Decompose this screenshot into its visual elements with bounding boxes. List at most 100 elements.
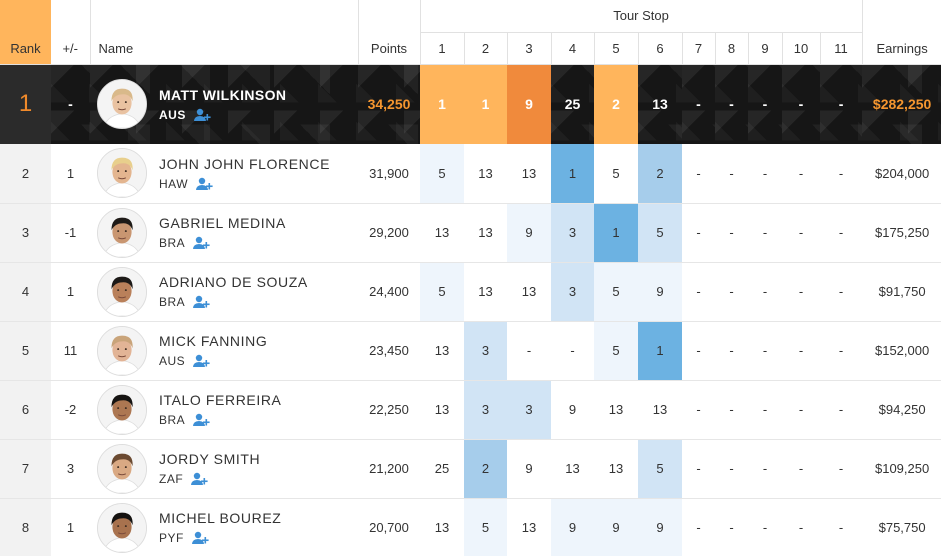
table-row[interactable]: 3 -1 GABRIEL MEDINA BRA 29,200 13 13 9 3 1 5- - - - - $…: [0, 203, 941, 263]
follow-surfer-icon[interactable]: [193, 413, 211, 427]
stop-result-3: 13: [507, 262, 551, 322]
rank-header[interactable]: Rank: [0, 0, 51, 65]
table-row[interactable]: 8 1 MICHEL BOUREZ PYF 20,700 13 5 13 9 9 9- - - - - $75…: [0, 498, 941, 556]
surfer-avatar[interactable]: [97, 502, 147, 553]
stop-result-5: 13: [594, 439, 638, 499]
stop-result-6: 5: [638, 439, 682, 499]
follow-surfer-icon[interactable]: [191, 472, 209, 486]
surfer-name-block: ADRIANO DE SOUZA BRA: [159, 274, 308, 309]
surfer-name-link[interactable]: MATT WILKINSON: [159, 86, 287, 103]
country-line: HAW: [159, 177, 330, 191]
surfer-name-block: ITALO FERREIRA BRA: [159, 392, 282, 427]
points-cell: 34,250: [358, 64, 420, 144]
surfer-name-link[interactable]: JOHN JOHN FLORENCE: [159, 155, 331, 172]
table-row[interactable]: 6 -2 ITALO FERREIRA BRA 22,250 13 3 3 9 13 13- - - - -…: [0, 380, 941, 440]
stop-result-8: -: [715, 64, 748, 144]
surfer-cell: ADRIANO DE SOUZA BRA: [90, 262, 358, 322]
surfer-name-link[interactable]: ADRIANO DE SOUZA: [159, 274, 308, 290]
rank-cell: 2: [0, 144, 51, 204]
stop-header-10[interactable]: 10: [782, 32, 821, 65]
stop-result-5: 1: [594, 203, 638, 263]
stop-header-5[interactable]: 5: [594, 32, 639, 65]
surfer-avatar[interactable]: [97, 384, 147, 435]
stop-header-4[interactable]: 4: [551, 32, 595, 65]
stop-result-11: -: [820, 262, 863, 322]
plus-minus-header[interactable]: +/-: [51, 0, 91, 65]
table-row[interactable]: 7 3 JORDY SMITH ZAF 21,200 25 2 9 13 13 5- - - - - $109…: [0, 439, 941, 499]
earnings-cell: $282,250: [862, 64, 941, 144]
stop-result-3: 9: [507, 64, 551, 144]
stop-header-2[interactable]: 2: [464, 32, 508, 65]
points-header[interactable]: Points: [358, 0, 421, 65]
surfer-name-link[interactable]: ITALO FERREIRA: [159, 392, 282, 408]
earnings-cell: $75,750: [862, 498, 941, 556]
stop-result-2: 3: [464, 380, 507, 440]
surfer-avatar[interactable]: [97, 148, 147, 199]
follow-surfer-icon[interactable]: [196, 177, 214, 191]
stop-result-6: 13: [638, 64, 682, 144]
table-row[interactable]: 4 1 ADRIANO DE SOUZA BRA 24,400 5 13 13 3 5 9- - - - -…: [0, 262, 941, 322]
stop-result-3: 3: [507, 380, 551, 440]
leader-row[interactable]: 1- MATT WILKINSON AUS 34,250 1 1 9 25 2 13- - - - - $2…: [0, 64, 941, 144]
name-header[interactable]: Name: [90, 0, 359, 65]
stop-result-10: -: [782, 64, 820, 144]
stop-result-7: -: [682, 144, 715, 204]
surfer-name-link[interactable]: MICK FANNING: [159, 333, 268, 349]
surfer-avatar[interactable]: [97, 325, 147, 376]
earnings-cell: $175,250: [862, 203, 941, 263]
surfer-name-link[interactable]: JORDY SMITH: [159, 451, 261, 467]
stop-header-3[interactable]: 3: [507, 32, 552, 65]
stop-result-3: 9: [507, 203, 551, 263]
stop-result-11: -: [820, 439, 863, 499]
stop-result-7: -: [682, 262, 715, 322]
surfer-avatar[interactable]: [97, 79, 147, 130]
surfer-name-link[interactable]: GABRIEL MEDINA: [159, 215, 286, 231]
stop-result-5: 9: [594, 498, 638, 556]
stop-result-11: -: [820, 144, 863, 204]
rank-change-cell: 3: [51, 439, 90, 499]
stop-result-6: 2: [638, 144, 682, 204]
stop-result-10: -: [782, 321, 820, 381]
stop-result-1: 1: [420, 64, 464, 144]
follow-surfer-icon[interactable]: [193, 236, 211, 250]
surfer-avatar[interactable]: [97, 443, 147, 494]
table-row[interactable]: 2 1 JOHN JOHN FLORENCE HAW 31,900 5 13 13 1 5 2- - -…: [0, 144, 941, 204]
surfer-info: MATT WILKINSON AUS: [90, 79, 358, 130]
stop-result-1: 13: [420, 380, 464, 440]
surfer-cell: JORDY SMITH ZAF: [90, 439, 358, 499]
stop-result-3: -: [507, 321, 551, 381]
stop-header-8[interactable]: 8: [715, 32, 749, 65]
rank-change-cell: 11: [51, 321, 90, 381]
stop-result-4: 1: [551, 144, 594, 204]
stop-result-2: 1: [464, 64, 507, 144]
follow-surfer-icon[interactable]: [193, 295, 211, 309]
follow-surfer-icon[interactable]: [193, 354, 211, 368]
surfer-info: MICHEL BOUREZ PYF: [90, 502, 358, 553]
header-row-stops: 1 2 3 4 5 6 7 8 9 10 11: [0, 32, 941, 65]
earnings-header[interactable]: Earnings: [862, 0, 941, 65]
rank-change-cell: 1: [51, 498, 90, 556]
stop-header-1[interactable]: 1: [420, 32, 465, 65]
follow-surfer-icon[interactable]: [191, 531, 210, 545]
stop-header-6[interactable]: 6: [638, 32, 683, 65]
stop-header-9[interactable]: 9: [748, 32, 783, 65]
surfer-cell: ITALO FERREIRA BRA: [90, 380, 358, 440]
surfer-avatar[interactable]: [97, 266, 147, 317]
stop-result-9: -: [748, 64, 782, 144]
stop-header-11[interactable]: 11: [820, 32, 863, 65]
follow-surfer-icon[interactable]: [193, 108, 212, 122]
stop-result-2: 13: [464, 144, 507, 204]
stop-result-3: 13: [507, 144, 551, 204]
stop-result-11: -: [820, 64, 863, 144]
surfer-avatar[interactable]: [97, 207, 147, 258]
stop-result-4: 25: [551, 64, 594, 144]
stop-header-7[interactable]: 7: [682, 32, 716, 65]
rank-cell: 5: [0, 321, 51, 381]
stop-result-8: -: [715, 321, 748, 381]
surfer-name-link[interactable]: MICHEL BOUREZ: [159, 510, 282, 526]
table-row[interactable]: 5 11 MICK FANNING AUS 23,450 13 3- -5 1- - - - - $152…: [0, 321, 941, 381]
points-cell: 22,250: [358, 380, 420, 440]
stop-result-1: 5: [420, 262, 464, 322]
surfer-name-block: JORDY SMITH ZAF: [159, 451, 260, 486]
